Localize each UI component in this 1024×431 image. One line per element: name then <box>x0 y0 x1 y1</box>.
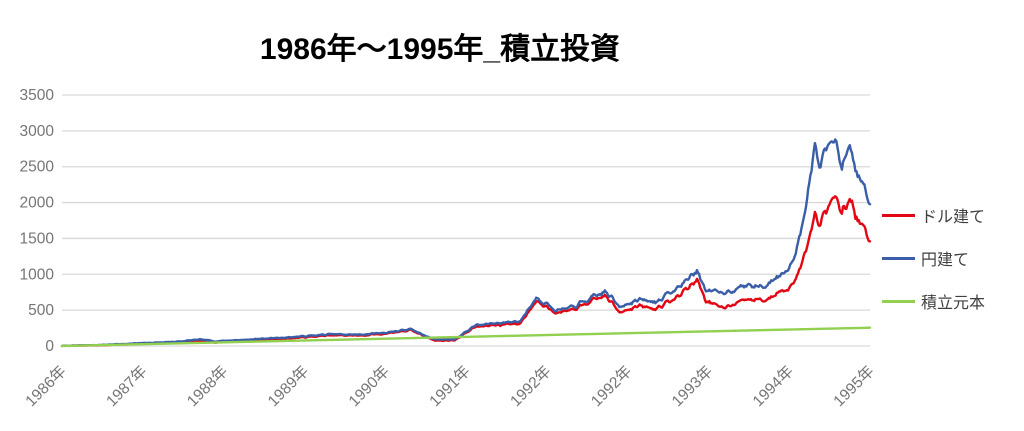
legend-swatch-dollar-icon <box>882 213 915 217</box>
legend-label-principal: 積立元本 <box>921 295 986 312</box>
x-axis-tick-label: 1990年 <box>345 362 393 410</box>
y-axis-tick-label: 2500 <box>20 159 55 176</box>
legend-item-yen: 円建て <box>882 246 1022 270</box>
x-axis-tick-label: 1986年 <box>22 362 70 410</box>
x-axis-tick-label: 1992年 <box>507 362 555 410</box>
x-axis-tick-label: 1994年 <box>749 362 797 410</box>
y-axis-tick-label: 3000 <box>20 123 55 140</box>
chart-title: 1986年〜1995年_積立投資 <box>259 33 621 66</box>
x-axis-tick-label: 1992年 <box>587 362 635 410</box>
legend-swatch-principal-icon <box>882 299 915 303</box>
y-axis-tick-label: 500 <box>28 302 54 319</box>
x-axis-tick-label: 1987年 <box>103 362 151 410</box>
series-line-dollar <box>60 195 872 348</box>
x-axis-tick-label: 1995年 <box>830 362 878 410</box>
y-axis-tick-label: 3500 <box>20 87 55 104</box>
legend-item-dollar: ドル建て <box>882 203 1022 227</box>
x-axis-tick-label: 1991年 <box>426 362 474 410</box>
x-axis-tick-label: 1988年 <box>183 362 231 410</box>
legend-item-principal: 積立元本 <box>882 289 1022 313</box>
y-axis-tick-label: 1500 <box>20 230 55 247</box>
legend-label-yen: 円建て <box>921 252 970 269</box>
x-axis-tick-label: 1989年 <box>264 362 312 410</box>
legend-swatch-yen-icon <box>882 256 915 260</box>
legend-label-dollar: ドル建て <box>921 209 986 226</box>
y-axis-tick-label: 2000 <box>20 195 55 212</box>
series-line-principal <box>60 326 872 348</box>
x-axis-tick-label: 1993年 <box>668 362 716 410</box>
y-axis-tick-label: 0 <box>45 338 54 355</box>
series-line-yen <box>60 138 872 348</box>
y-axis-tick-label: 1000 <box>20 266 55 283</box>
legend: ドル建て 円建て 積立元本 <box>882 203 1022 332</box>
